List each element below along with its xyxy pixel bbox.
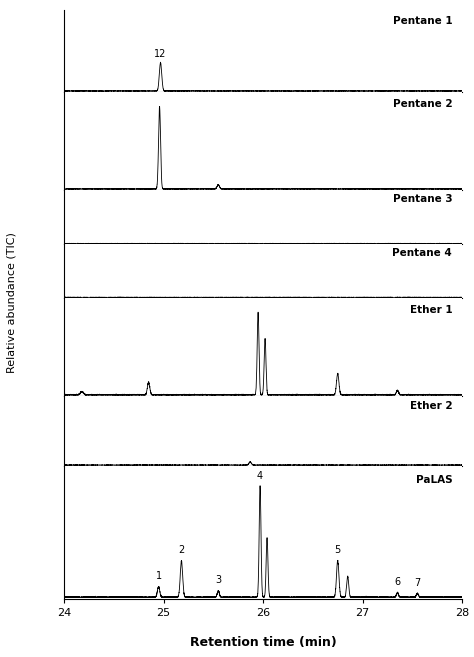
Text: 4: 4 [257, 470, 263, 480]
Text: Pentane 2: Pentane 2 [392, 99, 452, 109]
Text: Ether 1: Ether 1 [410, 305, 452, 315]
Text: Pentane 4: Pentane 4 [392, 248, 452, 258]
Text: Relative abundance (TIC): Relative abundance (TIC) [7, 232, 17, 373]
Text: 5: 5 [335, 545, 341, 555]
Text: Pentane 3: Pentane 3 [392, 194, 452, 204]
Text: 2: 2 [178, 545, 184, 555]
Text: 6: 6 [394, 578, 401, 587]
Text: PaLAS: PaLAS [416, 476, 452, 486]
Text: 7: 7 [414, 578, 420, 588]
Text: Ether 2: Ether 2 [410, 401, 452, 411]
Text: 1: 1 [155, 572, 162, 581]
Text: 3: 3 [215, 576, 221, 585]
Text: 12: 12 [155, 49, 167, 59]
Text: Pentane 1: Pentane 1 [392, 16, 452, 26]
Text: Retention time (min): Retention time (min) [190, 636, 337, 649]
